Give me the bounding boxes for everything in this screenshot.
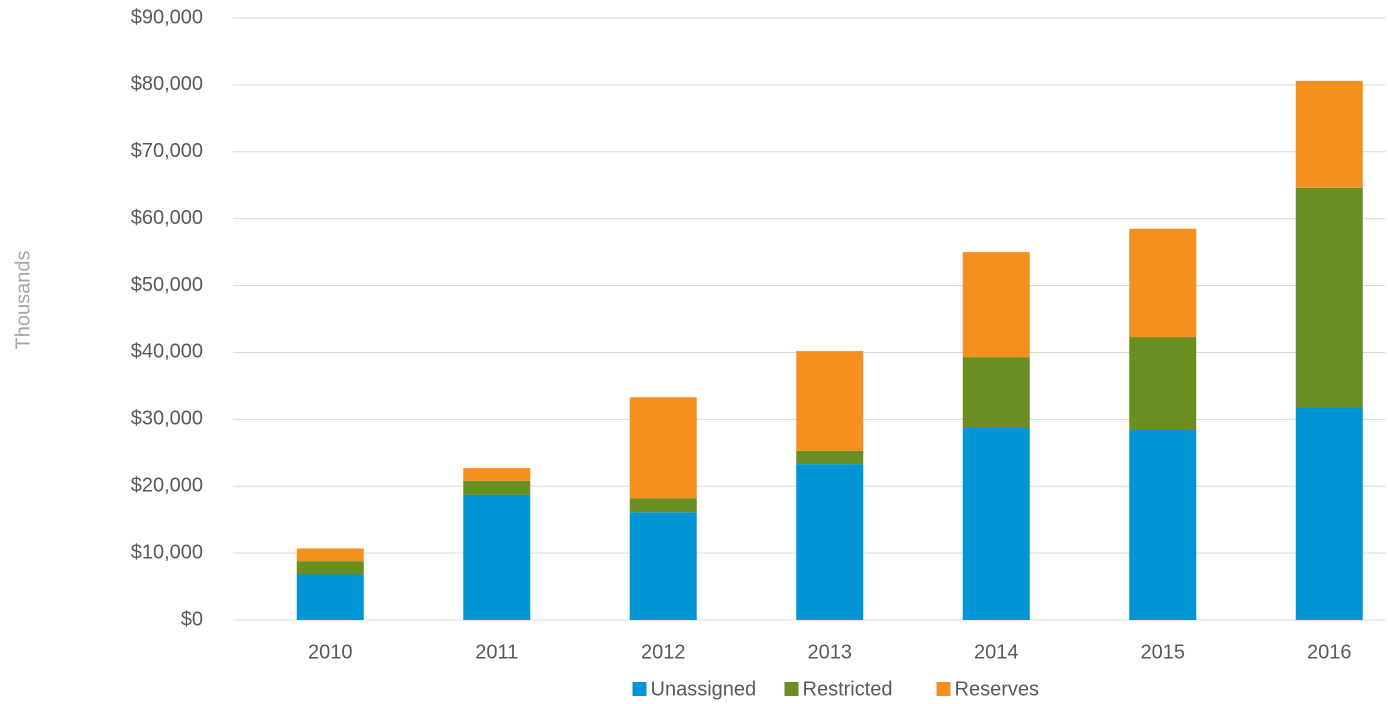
bar-segment xyxy=(1295,187,1363,408)
bar-segment xyxy=(1295,407,1363,620)
y-axis-title: Thousands xyxy=(12,251,34,350)
bar-segment xyxy=(1129,337,1197,431)
legend-swatch xyxy=(936,682,951,696)
bar-segment xyxy=(796,464,864,620)
bar-segment xyxy=(1295,80,1363,188)
x-tick-label: 2016 xyxy=(1307,641,1352,663)
y-tick-label: $40,000 xyxy=(131,341,203,363)
bar-segment xyxy=(296,561,364,575)
bar-segment xyxy=(962,357,1030,429)
bar-segment xyxy=(962,252,1030,358)
bar-segment xyxy=(629,512,697,620)
y-tick-label: $0 xyxy=(181,608,203,630)
bar-segment xyxy=(796,351,864,451)
legend-label: Reserves xyxy=(955,678,1039,700)
bar-segment xyxy=(463,468,531,481)
bar-segment xyxy=(629,397,697,499)
x-tick-label: 2013 xyxy=(808,641,853,663)
bar-segment xyxy=(629,498,697,513)
y-tick-label: $70,000 xyxy=(131,140,203,162)
x-tick-label: 2012 xyxy=(641,641,686,663)
x-tick-label: 2014 xyxy=(974,641,1019,663)
y-tick-label: $10,000 xyxy=(131,541,203,563)
legend-swatch xyxy=(784,682,799,696)
x-tick-label: 2010 xyxy=(308,641,353,663)
bar-segment xyxy=(296,548,364,562)
y-tick-label: $60,000 xyxy=(131,207,203,229)
legend-label: Unassigned xyxy=(651,678,757,700)
bar-segment xyxy=(296,574,364,620)
x-tick-label: 2011 xyxy=(475,641,518,663)
y-tick-label: $30,000 xyxy=(131,408,203,430)
legend-label: Restricted xyxy=(803,678,893,700)
legend-swatch xyxy=(632,682,647,696)
y-tick-label: $20,000 xyxy=(131,475,203,497)
bar-segment xyxy=(962,428,1030,620)
bar-segment xyxy=(463,480,531,495)
bar-segment xyxy=(1129,228,1197,338)
y-tick-label: $90,000 xyxy=(131,6,203,28)
bar-segment xyxy=(1129,430,1197,620)
y-tick-label: $80,000 xyxy=(131,73,203,95)
bar-segment xyxy=(463,494,531,620)
y-tick-label: $50,000 xyxy=(131,274,203,296)
bar-segment xyxy=(796,450,864,465)
x-tick-label: 2015 xyxy=(1141,641,1186,663)
